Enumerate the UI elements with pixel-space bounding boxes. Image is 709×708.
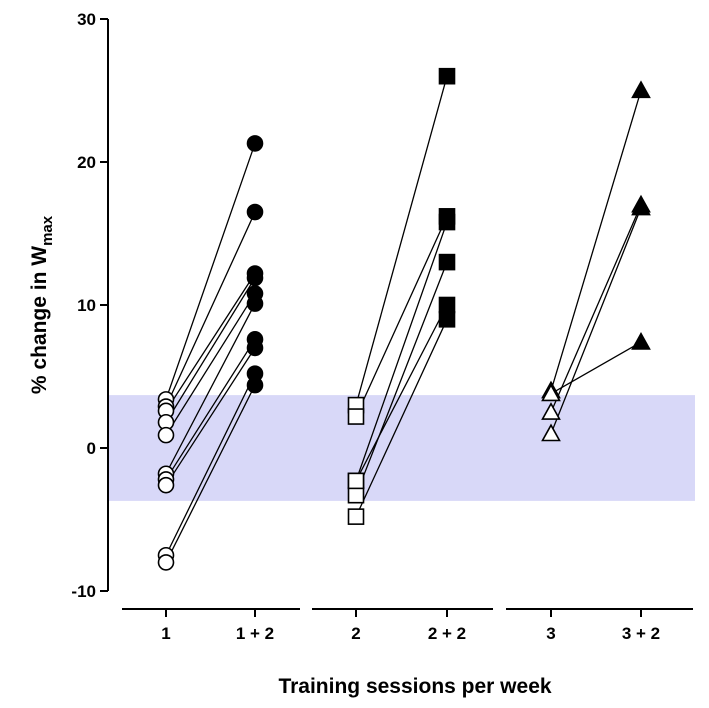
pair-line <box>165 277 256 423</box>
pair-line <box>165 347 256 486</box>
x-tick-label: 1 <box>161 624 170 643</box>
filled-circle-point <box>246 203 264 221</box>
y-tick-label: -10 <box>71 582 96 601</box>
open-circle-point <box>157 476 175 494</box>
pair-line <box>355 319 448 517</box>
filled-square-point <box>438 213 456 231</box>
pair-line <box>355 76 448 406</box>
filled-triangle-point <box>631 80 651 99</box>
x-tick-label: 3 + 2 <box>622 624 660 643</box>
filled-square-point <box>438 67 456 85</box>
pair-line <box>355 304 448 482</box>
open-square-point <box>347 472 365 490</box>
open-circle-point <box>157 426 175 444</box>
filled-square-point <box>438 296 456 314</box>
open-triangle-point <box>541 423 561 442</box>
open-square-point <box>347 508 365 525</box>
y-tick-label: 30 <box>77 10 96 29</box>
pair-line <box>165 273 256 412</box>
open-circle-point <box>157 554 175 571</box>
pair-line <box>550 204 642 413</box>
filled-square-point <box>438 310 456 328</box>
filled-circle-point <box>246 376 264 394</box>
open-triangle-point <box>541 383 561 402</box>
open-square-point <box>347 408 365 425</box>
pair-line <box>165 143 256 400</box>
pair-line <box>165 373 256 556</box>
x-tick-label: 2 + 2 <box>428 624 466 643</box>
filled-circle-point <box>246 339 264 357</box>
filled-circle-point <box>246 135 264 152</box>
y-tick-label: 20 <box>77 153 96 172</box>
y-axis-title-main: % change in W <box>28 246 51 394</box>
pair-line <box>355 216 448 417</box>
filled-circle-point <box>246 269 264 287</box>
pair-line <box>355 261 448 496</box>
x-tick-label: 2 <box>351 624 360 643</box>
pair-line <box>550 207 642 434</box>
pair-line <box>165 293 256 436</box>
filled-circle-point <box>246 295 264 312</box>
pair-line <box>550 90 642 391</box>
pair-line <box>165 211 256 407</box>
pair-line <box>165 303 256 475</box>
y-tick-label: 10 <box>77 296 96 315</box>
pair-line <box>165 384 256 563</box>
x-tick-label: 3 <box>546 624 555 643</box>
filled-square-point <box>438 253 456 271</box>
y-axis-title: % change in Wmax <box>28 215 56 394</box>
pair-line <box>165 338 256 480</box>
y-axis-title-subscript: max <box>39 215 56 246</box>
reference-band <box>108 395 695 501</box>
x-axis-title: Training sessions per week <box>278 675 551 698</box>
open-triangle-point <box>541 402 561 420</box>
filled-triangle-point <box>631 197 651 216</box>
x-tick-label: 1 + 2 <box>236 624 274 643</box>
y-tick-label: 0 <box>87 439 96 458</box>
pair-line <box>355 221 448 482</box>
filled-triangle-point <box>631 332 651 350</box>
open-square-point <box>347 486 365 504</box>
pair-line <box>550 341 642 395</box>
